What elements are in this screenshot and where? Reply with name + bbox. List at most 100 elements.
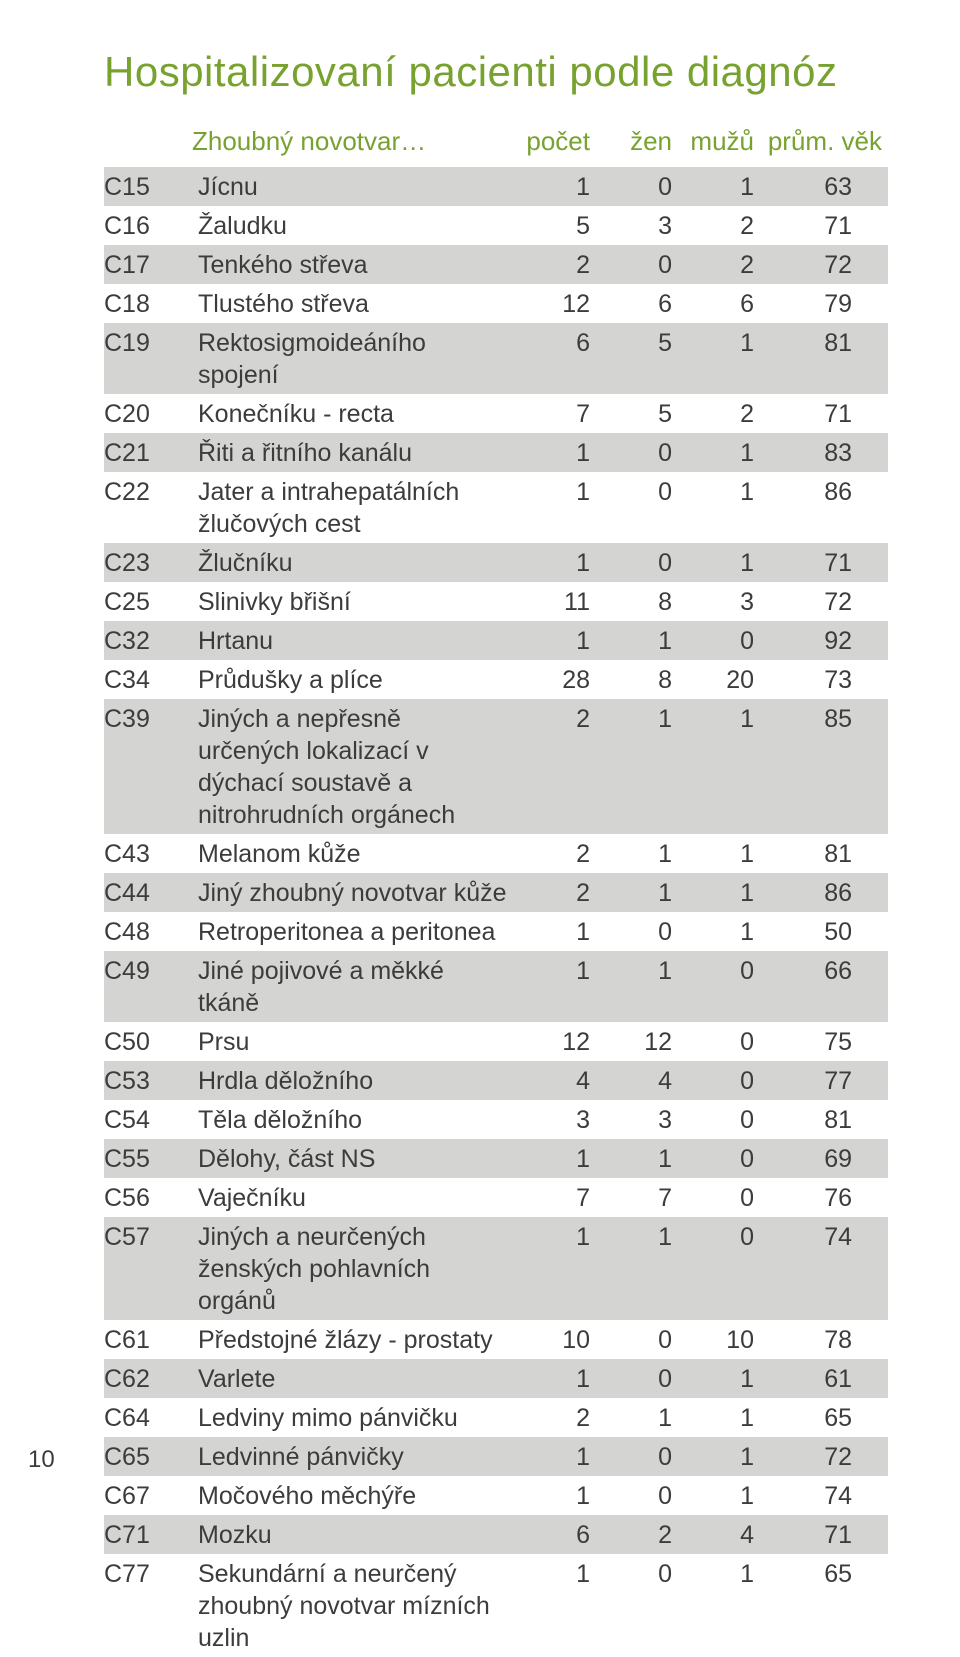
cell-age: 83 — [760, 433, 888, 472]
table-row: C22Jater a intrahepatálních žlučových ce… — [104, 472, 888, 543]
cell-code: C65 — [104, 1437, 192, 1476]
cell-code: C44 — [104, 873, 192, 912]
cell-men: 1 — [678, 873, 760, 912]
cell-women: 1 — [596, 873, 678, 912]
cell-women: 0 — [596, 1359, 678, 1398]
cell-women: 1 — [596, 699, 678, 834]
cell-women: 0 — [596, 1320, 678, 1359]
cell-count: 2 — [514, 1398, 596, 1437]
cell-count: 5 — [514, 206, 596, 245]
cell-men: 2 — [678, 245, 760, 284]
cell-code: C56 — [104, 1178, 192, 1217]
col-age: prům. věk — [760, 124, 888, 167]
table-row: C23Žlučníku10171 — [104, 543, 888, 582]
cell-women: 8 — [596, 660, 678, 699]
cell-men: 0 — [678, 951, 760, 1022]
cell-code: C34 — [104, 660, 192, 699]
cell-count: 3 — [514, 1100, 596, 1139]
table-row: C65Ledvinné pánvičky10172 — [104, 1437, 888, 1476]
cell-code: C71 — [104, 1515, 192, 1554]
cell-code: C21 — [104, 433, 192, 472]
cell-name: Tenkého střeva — [192, 245, 514, 284]
cell-men: 0 — [678, 1178, 760, 1217]
cell-name: Hrdla děložního — [192, 1061, 514, 1100]
cell-count: 2 — [514, 873, 596, 912]
cell-women: 1 — [596, 834, 678, 873]
cell-code: C54 — [104, 1100, 192, 1139]
cell-men: 1 — [678, 1398, 760, 1437]
cell-count: 1 — [514, 621, 596, 660]
cell-count: 1 — [514, 543, 596, 582]
cell-age: 50 — [760, 912, 888, 951]
cell-name: Prsu — [192, 1022, 514, 1061]
cell-women: 1 — [596, 951, 678, 1022]
cell-count: 6 — [514, 323, 596, 394]
cell-age: 65 — [760, 1398, 888, 1437]
cell-men: 1 — [678, 323, 760, 394]
cell-age: 71 — [760, 206, 888, 245]
cell-men: 0 — [678, 1139, 760, 1178]
table-row: C55Dělohy, část NS11069 — [104, 1139, 888, 1178]
cell-men: 10 — [678, 1320, 760, 1359]
cell-women: 1 — [596, 1217, 678, 1320]
cell-men: 3 — [678, 582, 760, 621]
cell-count: 28 — [514, 660, 596, 699]
cell-age: 92 — [760, 621, 888, 660]
cell-age: 63 — [760, 167, 888, 206]
cell-age: 72 — [760, 582, 888, 621]
table-row: C17Tenkého střeva20272 — [104, 245, 888, 284]
cell-men: 1 — [678, 1476, 760, 1515]
cell-women: 0 — [596, 167, 678, 206]
table-row: C53Hrdla děložního44077 — [104, 1061, 888, 1100]
cell-name: Jiných a neurčených ženských pohlavních … — [192, 1217, 514, 1320]
page-title: Hospitalizovaní pacienti podle diagnóz — [104, 48, 888, 96]
table-row: C61Předstojné žlázy - prostaty1001078 — [104, 1320, 888, 1359]
table-row: C43Melanom kůže21181 — [104, 834, 888, 873]
cell-name: Jater a intrahepatálních žlučových cest — [192, 472, 514, 543]
cell-age: 71 — [760, 394, 888, 433]
cell-count: 4 — [514, 1061, 596, 1100]
cell-count: 1 — [514, 1476, 596, 1515]
cell-count: 1 — [514, 433, 596, 472]
table-row: C19Rektosigmoideáního spojení65181 — [104, 323, 888, 394]
cell-men: 2 — [678, 206, 760, 245]
cell-name: Slinivky břišní — [192, 582, 514, 621]
col-name: Zhoubný novotvar… — [192, 124, 514, 167]
table-row: C77Sekundární a neurčený zhoubný novotva… — [104, 1554, 888, 1657]
table-row: C21Řiti a řitního kanálu10183 — [104, 433, 888, 472]
cell-name: Hrtanu — [192, 621, 514, 660]
table-row: C50Prsu1212075 — [104, 1022, 888, 1061]
table-row: C44Jiný zhoubný novotvar kůže21186 — [104, 873, 888, 912]
cell-count: 12 — [514, 1022, 596, 1061]
cell-name: Jiných a nepřesně určených lokalizací v … — [192, 699, 514, 834]
cell-men: 1 — [678, 834, 760, 873]
cell-men: 0 — [678, 1100, 760, 1139]
cell-women: 4 — [596, 1061, 678, 1100]
cell-women: 12 — [596, 1022, 678, 1061]
table-row: C67Močového měchýře10174 — [104, 1476, 888, 1515]
cell-name: Jiný zhoubný novotvar kůže — [192, 873, 514, 912]
cell-men: 0 — [678, 1061, 760, 1100]
cell-age: 86 — [760, 873, 888, 912]
cell-name: Rektosigmoideáního spojení — [192, 323, 514, 394]
cell-count: 1 — [514, 1437, 596, 1476]
cell-women: 1 — [596, 1398, 678, 1437]
table-row: C25Slinivky břišní118372 — [104, 582, 888, 621]
cell-men: 20 — [678, 660, 760, 699]
cell-code: C18 — [104, 284, 192, 323]
cell-name: Předstojné žlázy - prostaty — [192, 1320, 514, 1359]
table-row: C34Průdušky a plíce2882073 — [104, 660, 888, 699]
cell-men: 1 — [678, 472, 760, 543]
cell-name: Retroperitonea a peritonea — [192, 912, 514, 951]
cell-code: C48 — [104, 912, 192, 951]
table-row: C62Varlete10161 — [104, 1359, 888, 1398]
cell-code: C15 — [104, 167, 192, 206]
cell-age: 76 — [760, 1178, 888, 1217]
table-row: C15Jícnu10163 — [104, 167, 888, 206]
cell-code: C17 — [104, 245, 192, 284]
cell-code: C67 — [104, 1476, 192, 1515]
cell-code: C53 — [104, 1061, 192, 1100]
cell-women: 0 — [596, 543, 678, 582]
cell-name: Žlučníku — [192, 543, 514, 582]
cell-name: Melanom kůže — [192, 834, 514, 873]
